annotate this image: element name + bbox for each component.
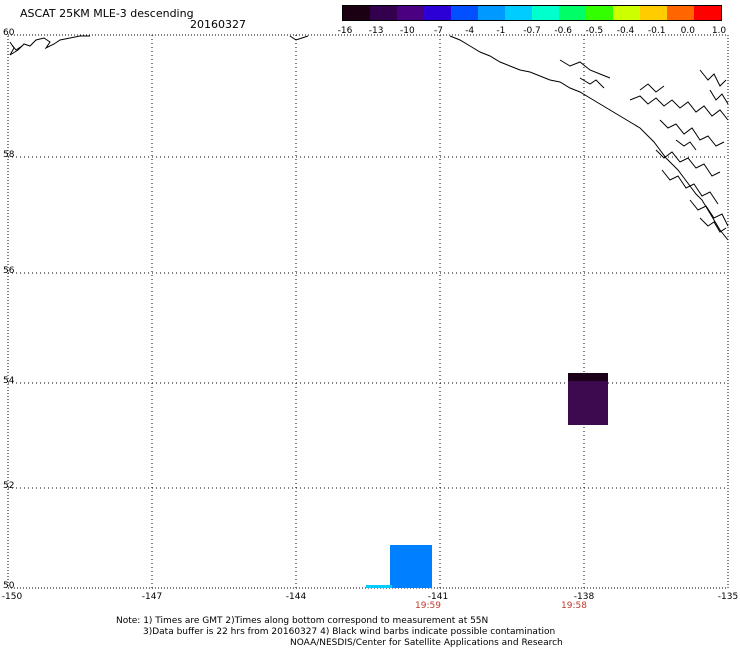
colorbar-segment	[505, 6, 532, 20]
latitude-label: 60	[3, 28, 15, 38]
colorbar-segment	[613, 6, 640, 20]
longitude-label: -144	[285, 592, 307, 602]
colorbar-tick-label: -7	[434, 26, 443, 36]
graticule	[8, 35, 728, 588]
cyan-patch	[366, 585, 392, 588]
latitude-label: 56	[3, 266, 15, 276]
colorbar-segment	[424, 6, 451, 20]
colorbar-tick-label: -0.6	[554, 26, 572, 36]
chart-date: 20160327	[190, 18, 246, 31]
colorbar-segment	[343, 6, 370, 20]
colorbar-tick-label: -0.5	[585, 26, 604, 36]
colorbar-tick-label: -0.4	[616, 26, 635, 36]
longitude-label: -141	[427, 592, 449, 602]
longitude-label: -135	[717, 592, 739, 602]
latitude-label: 58	[3, 150, 15, 160]
colorbar-tick-label: -1	[496, 26, 506, 36]
purple-patch	[568, 373, 608, 425]
pass-time-label: 19:59	[415, 601, 441, 611]
note-line-1: Note: 1) Times are GMT 2)Times along bot…	[116, 616, 489, 626]
coastline	[9, 35, 729, 241]
note-line-3: NOAA/NESDIS/Center for Satellite Applica…	[290, 638, 563, 648]
purple-patch-top	[568, 373, 608, 381]
colorbar-segment	[532, 6, 559, 20]
colorbar-tick-label: -10	[399, 26, 415, 36]
colorbar-segment	[451, 6, 478, 20]
colorbar-tick-label: -13	[368, 26, 384, 36]
colorbar-tick-label: -0.7	[523, 26, 541, 36]
colorbar-tick-label: 1.0	[711, 26, 727, 36]
colorbar	[342, 5, 722, 21]
latitude-label: 54	[3, 376, 15, 386]
colorbar-tick-label: -0.1	[647, 26, 666, 36]
pass-time-label: 19:58	[561, 601, 587, 611]
colorbar-tick-label: -16	[337, 26, 353, 36]
colorbar-segment	[370, 6, 397, 20]
latitude-label: 50	[3, 581, 15, 591]
longitude-label: -147	[141, 592, 163, 602]
colorbar-segment	[640, 6, 667, 20]
map-frame	[7, 34, 729, 589]
longitude-label: -138	[573, 592, 595, 602]
longitude-label: -150	[1, 592, 23, 602]
chart-title: ASCAT 25KM MLE-3 descending	[20, 7, 194, 20]
colorbar-segment	[694, 6, 721, 20]
colorbar-segment	[559, 6, 586, 20]
note-line-2: 3)Data buffer is 22 hrs from 20160327 4)…	[143, 627, 556, 637]
colorbar-segment	[478, 6, 505, 20]
latitude-label: 52	[3, 481, 15, 491]
colorbar-tick-label: 0.0	[680, 26, 695, 36]
blue-patch	[390, 545, 432, 588]
colorbar-segment	[397, 6, 424, 20]
colorbar-segment	[586, 6, 613, 20]
colorbar-tick-label: -4	[465, 26, 475, 36]
colorbar-segment	[667, 6, 694, 20]
wind-data-patches	[366, 373, 608, 588]
